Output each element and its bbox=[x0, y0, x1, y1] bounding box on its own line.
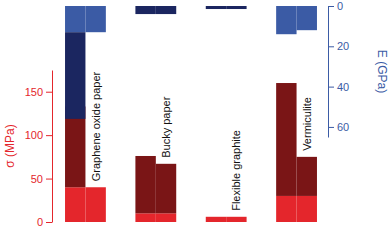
strength-bar bbox=[226, 217, 246, 222]
tick: 100 bbox=[25, 129, 52, 141]
modulus-bar bbox=[297, 30, 317, 31]
tick-label: 150 bbox=[25, 86, 43, 98]
category-label: Vermiculite bbox=[301, 97, 313, 151]
strength-bar bbox=[85, 187, 105, 222]
tick: 20 bbox=[328, 40, 349, 52]
tick-mark bbox=[328, 6, 334, 7]
modulus-bar bbox=[65, 6, 85, 32]
strength-bar bbox=[297, 196, 317, 222]
strength-bar bbox=[135, 156, 155, 213]
tick-label: 100 bbox=[25, 129, 43, 141]
axis-line bbox=[328, 7, 329, 138]
strength-bar bbox=[276, 83, 296, 196]
tick: 60 bbox=[328, 121, 349, 133]
tick-label: 50 bbox=[31, 173, 43, 185]
strength-bar bbox=[156, 164, 176, 214]
tick-mark bbox=[46, 92, 52, 93]
strength-bars bbox=[65, 83, 317, 222]
y2-axis: 0 20 40 60 bbox=[328, 0, 349, 137]
strength-bar bbox=[226, 216, 246, 217]
modulus-bars bbox=[65, 6, 317, 119]
tick-label: 20 bbox=[337, 40, 349, 52]
modulus-bar bbox=[276, 34, 296, 35]
tick-label: 40 bbox=[337, 81, 349, 93]
chart: 0 50 100 150 0 20 40 60 σ (MPa) E (GPa) Graphene o… bbox=[0, 0, 388, 233]
tick-mark bbox=[46, 179, 52, 180]
tick-label: 60 bbox=[337, 121, 349, 133]
modulus-bar bbox=[206, 6, 226, 9]
tick-mark bbox=[328, 127, 334, 128]
tick: 0 bbox=[328, 0, 343, 12]
tick-mark bbox=[328, 87, 334, 88]
tick-label: 0 bbox=[37, 216, 43, 228]
y-axis: 0 50 100 150 bbox=[25, 71, 53, 229]
strength-bar bbox=[135, 213, 155, 222]
tick: 50 bbox=[31, 173, 52, 185]
strength-bar bbox=[65, 187, 85, 222]
modulus-bar bbox=[276, 6, 296, 34]
tick-label: 0 bbox=[337, 0, 343, 12]
tick-mark bbox=[46, 222, 52, 223]
tick: 40 bbox=[328, 81, 349, 93]
modulus-bar bbox=[297, 6, 317, 30]
strength-bar bbox=[206, 217, 226, 222]
strength-bar bbox=[156, 213, 176, 222]
tick: 150 bbox=[25, 86, 52, 98]
tick-mark bbox=[46, 135, 52, 136]
modulus-bar bbox=[135, 6, 155, 14]
strength-bar bbox=[85, 187, 105, 188]
category-label: Graphene oxide paper bbox=[90, 71, 102, 181]
strength-bar bbox=[276, 196, 296, 222]
y2-axis-title: E (GPa) bbox=[375, 50, 388, 93]
y-axis-title: σ (MPa) bbox=[3, 124, 17, 167]
modulus-bar bbox=[85, 32, 105, 33]
strength-bar bbox=[206, 216, 226, 217]
tick: 0 bbox=[37, 216, 52, 228]
tick-mark bbox=[328, 46, 334, 47]
strength-bar bbox=[297, 157, 317, 196]
modulus-bar bbox=[85, 6, 105, 32]
category-label: Flexible graphite bbox=[230, 130, 242, 211]
category-label: Bucky paper bbox=[160, 96, 172, 157]
modulus-bar bbox=[65, 32, 85, 119]
modulus-bar bbox=[156, 6, 176, 14]
axis-line bbox=[52, 71, 53, 223]
modulus-bar bbox=[226, 6, 246, 9]
